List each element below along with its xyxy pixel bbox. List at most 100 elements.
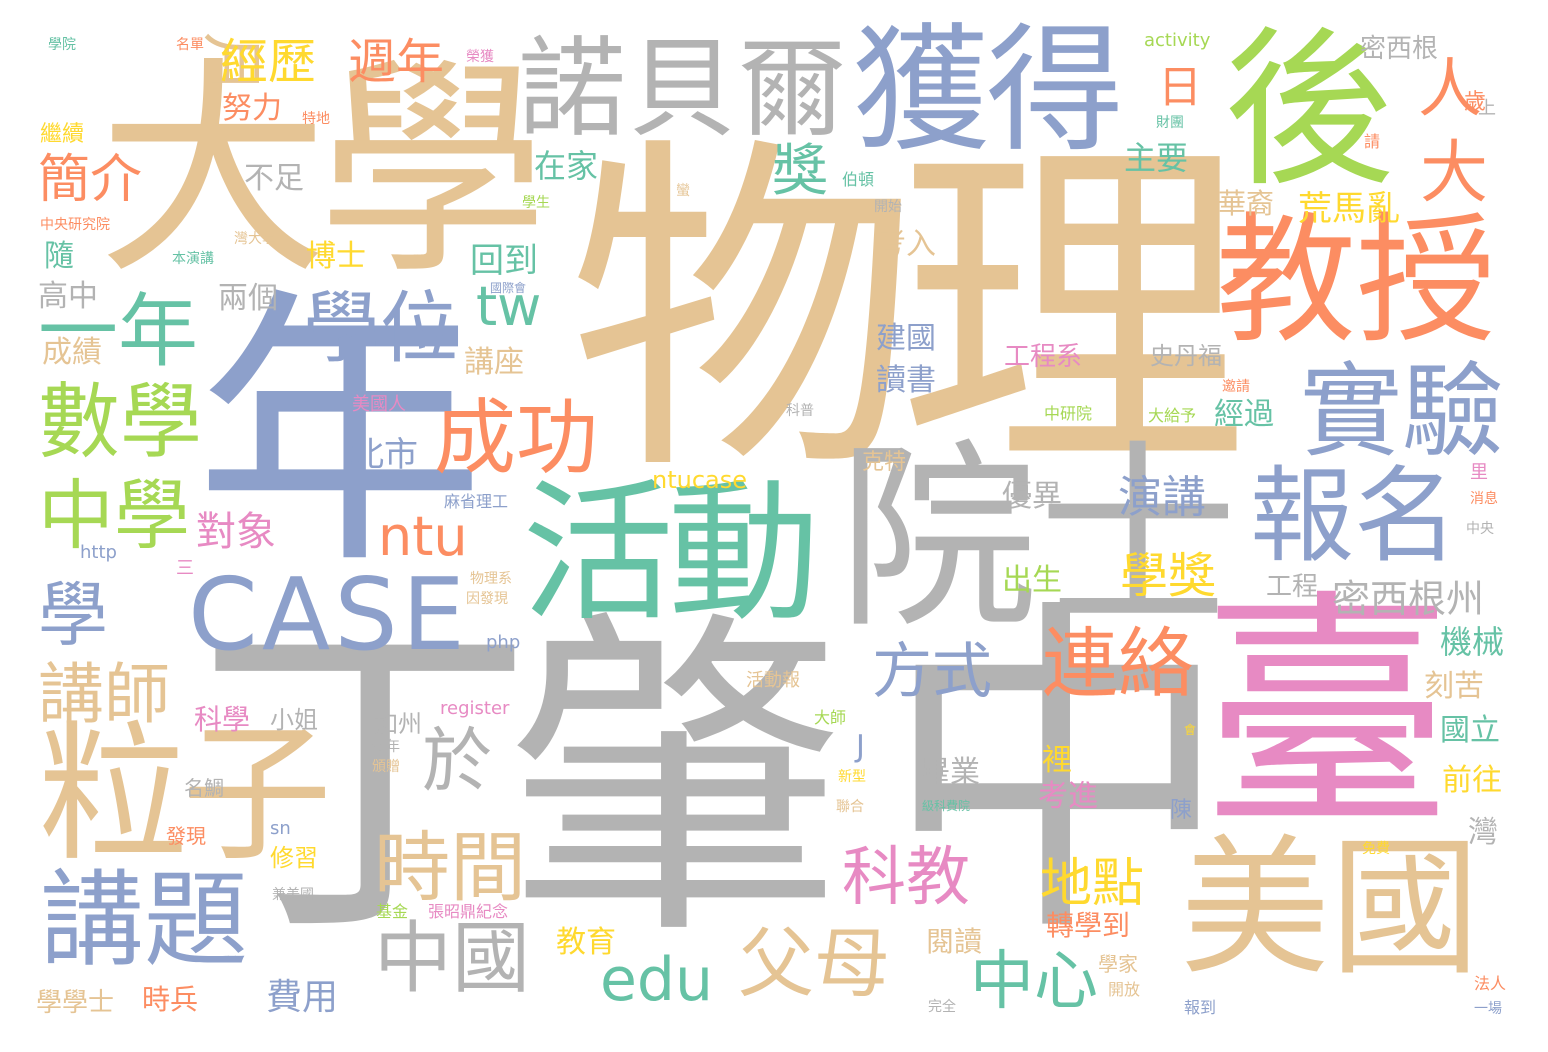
word-nuobeier: 諾貝爾 [518,27,849,152]
word-baoming: 報名 [1250,455,1459,577]
word-zhongxue: 中學 [38,471,190,560]
word-yingbo: 頒贈 [372,759,400,775]
word-lianluo: 連絡 [1042,619,1194,708]
word-zhongyangyanjiuyuan: 中央研究院 [40,217,110,233]
word-faxian: 發現 [166,824,206,848]
word-mingjin: 名鯛 [184,776,224,800]
word-da: 大 [1420,134,1489,213]
word-huodeng: 獲得 [852,10,1124,171]
word-lizi: 粒子 [38,708,332,882]
word-zhuyao: 主要 [1124,139,1189,177]
word-ntu: ntu [378,505,468,568]
word-register: register [440,698,510,719]
word-jiangti: 講題 [40,859,249,981]
word-feiyong: 費用 [266,977,339,1018]
word-hui: 會 [1184,723,1197,737]
word-shang: 上 [1478,98,1496,119]
word-mashenglig: 麻省理工 [444,492,509,511]
word-ke: 克特 [862,450,907,475]
word-nuli: 努力 [222,91,282,126]
word-chengji: 成績 [42,335,102,370]
word-yanjiang: 演講 [1118,472,1206,523]
word-jiaoyu: 教育 [556,925,616,960]
word-qing: 請 [1364,132,1381,151]
word-guojihui: 國際會 [490,281,527,295]
word-xuesheng: 學生 [522,195,550,211]
word-yu: 於 [422,720,492,802]
word-jianjie: 簡介 [38,150,143,210]
word-dashi: 大師 [814,708,847,727]
word-ntucase: ntucase [652,466,748,494]
word-j: J [856,729,865,764]
word-huangmaluan: 荒馬亂 [1298,189,1400,229]
word-chen: 陳 [1170,798,1193,823]
word-huashang: 華裔 [1218,187,1275,220]
word-jianmeiguo: 兼美國 [272,887,314,903]
word-keku: 刻苦 [1424,669,1484,704]
word-kaishi: 開始 [874,199,902,215]
word-kexue: 科學 [194,703,251,736]
word-guoli: 國立 [1440,713,1500,748]
word-http: http [80,542,117,563]
word-mianfei: 免費 [1362,841,1390,857]
word-jixie: 機械 [1440,623,1505,661]
word-xuejia: 學家 [1098,952,1138,976]
word-xue: 學 [38,574,108,656]
word-huodong: 活動 [522,465,820,642]
word-shijian: 時間 [374,823,526,912]
word-jiaoshou: 教授 [1216,200,1497,363]
word-ying: 蠻 [676,183,690,199]
word-wan: 灣 [1468,815,1498,850]
word-wanquan: 完全 [928,999,956,1015]
word-xueyuan: 學院 [48,37,76,53]
word-yinfaxian: 因發現 [466,591,508,607]
word-bodun: 伯頓 [842,170,875,189]
word-jingli: 經歷 [220,34,317,90]
word-youyi: 優異 [1002,479,1062,514]
word-gongcheng: 工程 [1266,572,1319,602]
word-dageiyu: 大給予 [1148,406,1197,425]
word-jianguo: 建國 [876,321,936,356]
word-zhongyang: 中央 [1466,521,1494,537]
word-ren: 人 [1418,53,1482,127]
word-kaoru: 考入 [876,227,936,262]
word-php: php [486,632,521,653]
word-meiguoren: 美國人 [352,394,406,415]
word-yichang: 一場 [1474,1001,1502,1017]
word-jijin: 基金 [376,902,409,921]
word-lianhe: 聯合 [836,799,864,815]
word-xuewei: 學位 [302,284,459,374]
word-benyanjiang: 本演講 [172,251,214,267]
word-yuedu: 閱讀 [926,925,983,958]
word-kejiao: 科教 [842,841,970,915]
word-activity: activity [1144,30,1211,51]
word-shuxue: 數學 [38,375,203,470]
word-tw: tw [476,275,542,338]
word-baodao: 報到 [1184,998,1217,1017]
word-huidao: 回到 [470,241,538,281]
word-sui: 隨 [44,239,74,274]
word-zhongxin: 中心 [970,945,1098,1019]
word-yuanshi: 院士 [838,423,1239,656]
word-kemu: 科普 [786,403,814,419]
word-ri: 日 [1158,62,1202,113]
word-xuexueshi: 學學士 [36,988,115,1018]
word-fangshi: 方式 [872,637,992,707]
word-xuejiang: 學獎 [1120,548,1217,604]
word-xinxing: 新型 [838,769,866,785]
word-yaoqing: 邀請 [1222,379,1250,395]
word-kaifang: 開放 [1108,980,1141,999]
word-qianwang: 前往 [1442,763,1502,798]
word-buzu: 不足 [244,161,304,196]
word-zhongyanyuan: 中研院 [1044,404,1093,423]
word-gaozhong: 高中 [38,279,98,314]
word-wuli: 物理 [568,109,1248,517]
word-jiazhou: 加州 [374,710,422,738]
word-yinian: 一年 [38,285,198,378]
word-hou: 後 [1224,12,1395,210]
word-kaojin: 考進 [1038,779,1098,814]
word-tai: 臺 [1202,569,1452,860]
word-biye: 畢業 [920,755,980,790]
word-dingzhao: 丁肇 [195,584,845,980]
